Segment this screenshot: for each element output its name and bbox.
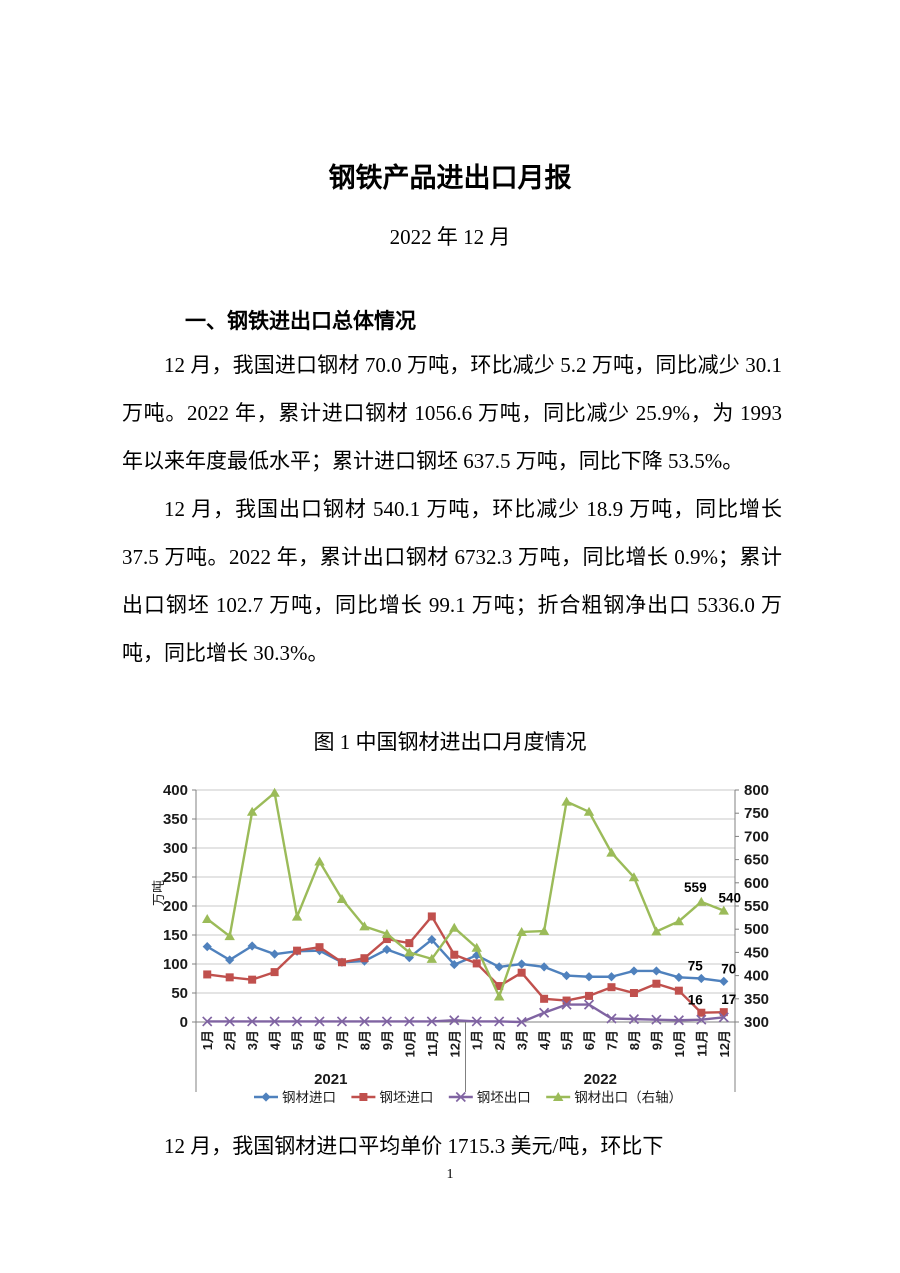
section-heading: 一、钢铁进出口总体情况 xyxy=(185,310,416,333)
svg-text:5月: 5月 xyxy=(560,1030,575,1050)
svg-text:9月: 9月 xyxy=(380,1030,395,1050)
svg-text:16: 16 xyxy=(688,993,704,1008)
svg-text:钢坯进口: 钢坯进口 xyxy=(379,1090,433,1105)
svg-text:200: 200 xyxy=(163,898,188,915)
svg-text:450: 450 xyxy=(744,944,769,961)
x-axis-month-labels: 1月 2月 3月 4月 5月 6月 7月 8月 9月 10月 11月 12月 1月 2月 3月 4月 5月 6月 7… xyxy=(200,1030,732,1057)
svg-text:2021: 2021 xyxy=(314,1071,347,1088)
svg-text:钢材进口: 钢材进口 xyxy=(282,1090,336,1105)
svg-text:8月: 8月 xyxy=(627,1030,642,1050)
paragraph-price: 12 月，我国钢材进口平均单价 1715.3 美元/吨，环比下 xyxy=(164,1134,664,1158)
svg-text:10月: 10月 xyxy=(672,1030,687,1057)
report-date: 2022 年 12 月 xyxy=(389,225,511,249)
y-axis-title: 万吨 xyxy=(151,880,166,906)
series-line xyxy=(207,1003,724,1024)
svg-text:500: 500 xyxy=(744,921,769,938)
svg-text:6月: 6月 xyxy=(582,1030,597,1050)
svg-text:350: 350 xyxy=(744,991,769,1008)
svg-text:11月: 11月 xyxy=(694,1030,709,1057)
figure1-caption: 图 1 中国钢材进出口月度情况 xyxy=(313,730,587,754)
series-钢坯进口 xyxy=(203,912,728,1017)
series-钢坯出口 xyxy=(202,999,729,1028)
svg-text:6月: 6月 xyxy=(313,1030,328,1050)
series-钢材进口 xyxy=(202,935,729,986)
svg-text:250: 250 xyxy=(163,869,188,886)
svg-text:9月: 9月 xyxy=(649,1030,664,1050)
y-axis-left: 0 50 100 150 200 250 300 350 400 xyxy=(163,782,196,1031)
svg-text:2月: 2月 xyxy=(223,1030,238,1050)
svg-text:钢材出口（右轴）: 钢材出口（右轴） xyxy=(574,1090,682,1105)
series-line xyxy=(207,915,724,1014)
svg-text:1月: 1月 xyxy=(200,1030,215,1050)
figure1-line-chart: 0501001502002503003504003003504004505005… xyxy=(151,782,769,1105)
svg-text:17: 17 xyxy=(721,992,736,1007)
paragraph-import-summary: 12 月，我国进口钢材 70.0 万吨，环比减少 5.2 万吨，同比减少 30.… xyxy=(122,353,782,473)
svg-text:150: 150 xyxy=(163,927,188,944)
page-number: 1 xyxy=(446,1167,454,1182)
svg-text:10月: 10月 xyxy=(402,1030,417,1057)
svg-text:12月: 12月 xyxy=(447,1030,462,1057)
svg-text:2月: 2月 xyxy=(492,1030,507,1050)
svg-text:540: 540 xyxy=(719,891,742,906)
svg-text:7月: 7月 xyxy=(335,1030,350,1050)
section-body: 12 月，我国进口钢材 70.0 万吨，环比减少 5.2 万吨，同比减少 30.… xyxy=(122,341,782,677)
svg-text:4月: 4月 xyxy=(537,1030,552,1050)
svg-text:7月: 7月 xyxy=(604,1030,619,1050)
svg-text:400: 400 xyxy=(163,782,188,799)
svg-text:300: 300 xyxy=(744,1014,769,1031)
svg-text:50: 50 xyxy=(171,985,188,1002)
series-line xyxy=(206,791,725,998)
svg-text:1月: 1月 xyxy=(470,1030,485,1050)
svg-text:700: 700 xyxy=(744,828,769,845)
y-axis-right: 300 350 400 450 500 550 600 650 700 750 800 xyxy=(735,782,769,1031)
page-title: 钢铁产品进出口月报 xyxy=(328,163,572,193)
gridlines xyxy=(196,789,735,994)
svg-text:650: 650 xyxy=(744,852,769,869)
svg-text:11月: 11月 xyxy=(425,1030,440,1057)
svg-text:559: 559 xyxy=(684,880,707,895)
svg-text:8月: 8月 xyxy=(357,1030,372,1050)
chart-legend: 钢材进口 钢坯进口 钢坯出口 钢材出口（右轴） xyxy=(254,1090,682,1105)
svg-text:550: 550 xyxy=(744,898,769,915)
svg-text:4月: 4月 xyxy=(268,1030,283,1050)
svg-text:400: 400 xyxy=(744,968,769,985)
svg-text:750: 750 xyxy=(744,805,769,822)
svg-text:3月: 3月 xyxy=(515,1030,530,1050)
x-axis-year-groups: 2021 2022 xyxy=(195,1022,736,1092)
svg-text:800: 800 xyxy=(744,782,769,799)
svg-text:350: 350 xyxy=(163,811,188,828)
svg-text:钢坯出口: 钢坯出口 xyxy=(477,1090,531,1105)
svg-text:0: 0 xyxy=(180,1014,188,1031)
svg-text:3月: 3月 xyxy=(245,1030,260,1050)
svg-text:2022: 2022 xyxy=(584,1071,617,1088)
svg-text:300: 300 xyxy=(163,840,188,857)
svg-text:100: 100 xyxy=(163,956,188,973)
continuation-text: 12 月，我国钢材进口平均单价 1715.3 美元/吨，环比下 xyxy=(122,1122,782,1170)
svg-text:600: 600 xyxy=(744,875,769,892)
svg-text:70: 70 xyxy=(721,961,736,976)
figure1-chart-container: 0 50 100 150 200 250 300 350 400 300 350 400 450 500 5… xyxy=(150,781,770,1113)
svg-text:12月: 12月 xyxy=(717,1030,732,1057)
data-labels: 559 540 75 70 16 17 xyxy=(684,880,741,1008)
svg-text:75: 75 xyxy=(688,959,704,974)
series-钢材出口（右轴） xyxy=(202,787,729,1001)
paragraph-export-summary: 12 月，我国出口钢材 540.1 万吨，环比减少 18.9 万吨，同比增长 3… xyxy=(122,497,782,665)
svg-text:5月: 5月 xyxy=(290,1030,305,1050)
series-line xyxy=(206,938,724,983)
